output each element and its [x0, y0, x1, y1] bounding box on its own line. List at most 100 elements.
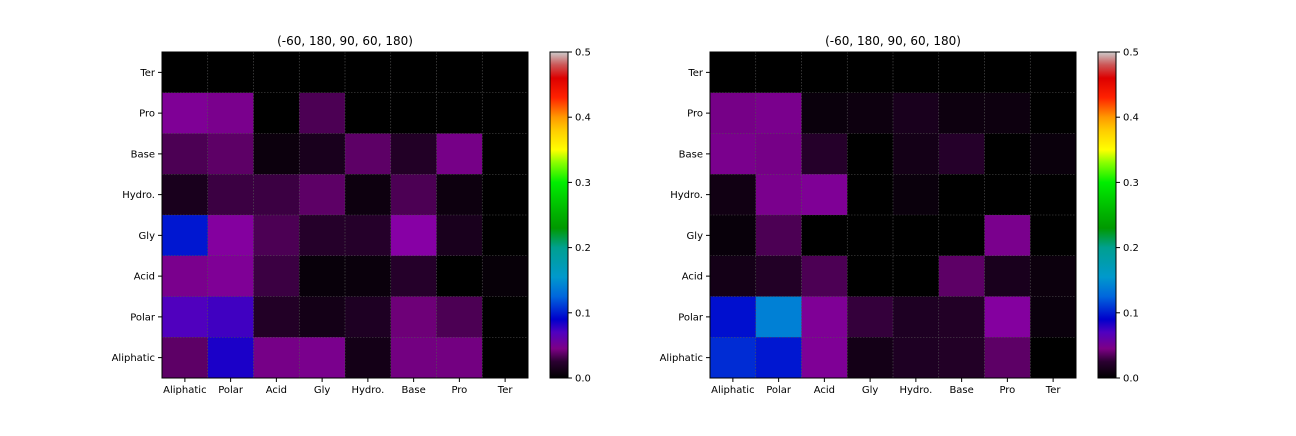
heatmap-cell: [938, 52, 985, 94]
y-tick-label: Polar: [678, 312, 704, 323]
heatmap-cell: [299, 92, 346, 134]
heatmap-cell: [390, 337, 437, 379]
heatmap-cell: [1030, 133, 1077, 175]
heatmap-cell: [755, 174, 802, 216]
y-tick-label: Aliphatic: [660, 353, 703, 364]
heatmap-cell: [482, 215, 529, 257]
heatmap-cell: [253, 174, 300, 216]
heatmap-panel: (-60, 180, 90, 60, 180) Aliphatic Polar Aci…: [660, 34, 1139, 396]
heatmap-cell: [299, 133, 346, 175]
heatmap-cell: [390, 92, 437, 134]
heatmap-cell: [162, 133, 209, 175]
y-tick-label: Ter: [687, 68, 704, 79]
colorbar-tick-label: 0.4: [1123, 113, 1139, 124]
heatmap-cell: [755, 296, 802, 338]
heatmap-cell: [801, 296, 848, 338]
heatmap-cell: [801, 255, 848, 297]
heatmap-cell: [482, 92, 529, 134]
heatmap-cell: [710, 255, 757, 297]
heatmap-cell: [207, 174, 254, 216]
x-tick-label: Hydro.: [899, 385, 932, 396]
heatmap-cell: [755, 255, 802, 297]
heatmap-cell: [207, 255, 254, 297]
x-tick-label: Acid: [266, 385, 287, 396]
heatmap-cell: [710, 133, 757, 175]
heatmap-cell: [893, 255, 940, 297]
y-tick-label: Pro: [139, 109, 155, 120]
colorbar-tick-label: 0.1: [1123, 308, 1139, 319]
heatmap-cell: [801, 133, 848, 175]
colorbar-tick-label: 0.0: [1123, 374, 1139, 385]
heatmap-cell: [755, 215, 802, 257]
heatmap-cell: [801, 92, 848, 134]
colorbar: 0.0 0.1 0.2 0.3 0.4 0.5: [1097, 48, 1139, 385]
heatmap-cell: [436, 296, 483, 338]
heatmap-cell: [436, 133, 483, 175]
grid-lines: [162, 52, 528, 378]
heatmap-cell: [893, 92, 940, 134]
heatmap-cell: [162, 215, 209, 257]
heatmap-cell: [984, 215, 1031, 257]
heatmap-cell: [345, 255, 392, 297]
heatmap-cell: [1030, 296, 1077, 338]
heatmap-cell: [345, 215, 392, 257]
heatmap-cell: [984, 92, 1031, 134]
plot-frame: [161, 51, 529, 379]
colorbar-tick-label: 0.5: [1123, 48, 1139, 59]
heatmap-cell: [253, 337, 300, 379]
heatmap-cell: [1030, 92, 1077, 134]
y-tick-label: Base: [679, 149, 703, 160]
heatmap-cell: [482, 337, 529, 379]
heatmap-cell: [299, 296, 346, 338]
heatmap-cell: [253, 52, 300, 94]
x-tick-label: Aliphatic: [163, 385, 206, 396]
heatmap-cell: [938, 296, 985, 338]
heatmap-cell: [755, 133, 802, 175]
y-tick-label: Pro: [687, 109, 703, 120]
heatmap-cell: [345, 133, 392, 175]
heatmap-cells: [710, 52, 1077, 379]
x-tick-label: Aliphatic: [711, 385, 754, 396]
heatmap-cell: [207, 52, 254, 94]
heatmap-cell: [801, 215, 848, 257]
heatmap-cell: [1030, 215, 1077, 257]
heatmap-cells: [162, 52, 529, 379]
heatmap-cell: [984, 174, 1031, 216]
colorbar-tick-label: 0.3: [575, 178, 591, 189]
heatmap-cell: [436, 174, 483, 216]
heatmap-cell: [847, 215, 894, 257]
heatmap-cell: [162, 52, 209, 94]
heatmap-cell: [938, 133, 985, 175]
heatmap-cell: [984, 133, 1031, 175]
x-tick-label: Polar: [766, 385, 792, 396]
heatmap-cell: [1030, 52, 1077, 94]
heatmap-cell: [847, 92, 894, 134]
heatmap-cell: [938, 255, 985, 297]
panels: (-60, 180, 90, 60, 180) Aliphatic Polar Aci…: [112, 34, 1139, 396]
plot-frame: [709, 51, 1077, 379]
heatmap-cell: [253, 215, 300, 257]
heatmap-cell: [847, 337, 894, 379]
x-tick-label: Ter: [497, 385, 514, 396]
heatmap-cell: [984, 255, 1031, 297]
heatmap-cell: [984, 337, 1031, 379]
x-tick-label: Acid: [814, 385, 835, 396]
x-tick-label: Hydro.: [351, 385, 384, 396]
y-tick-label: Acid: [682, 272, 703, 283]
heatmap-cell: [207, 133, 254, 175]
x-tick-label: Gly: [314, 385, 331, 396]
heatmap-cell: [390, 255, 437, 297]
y-tick-label: Acid: [134, 272, 155, 283]
heatmap-cell: [299, 52, 346, 94]
heatmap-cell: [710, 52, 757, 94]
colorbar-tick-label: 0.1: [575, 308, 591, 319]
heatmap-cell: [847, 52, 894, 94]
heatmap-cell: [984, 52, 1031, 94]
heatmap-cell: [345, 174, 392, 216]
heatmap-cell: [893, 52, 940, 94]
heatmap-cell: [984, 296, 1031, 338]
heatmap-cell: [938, 215, 985, 257]
heatmap-cell: [938, 174, 985, 216]
heatmap-cell: [162, 92, 209, 134]
x-tick-label: Base: [401, 385, 425, 396]
